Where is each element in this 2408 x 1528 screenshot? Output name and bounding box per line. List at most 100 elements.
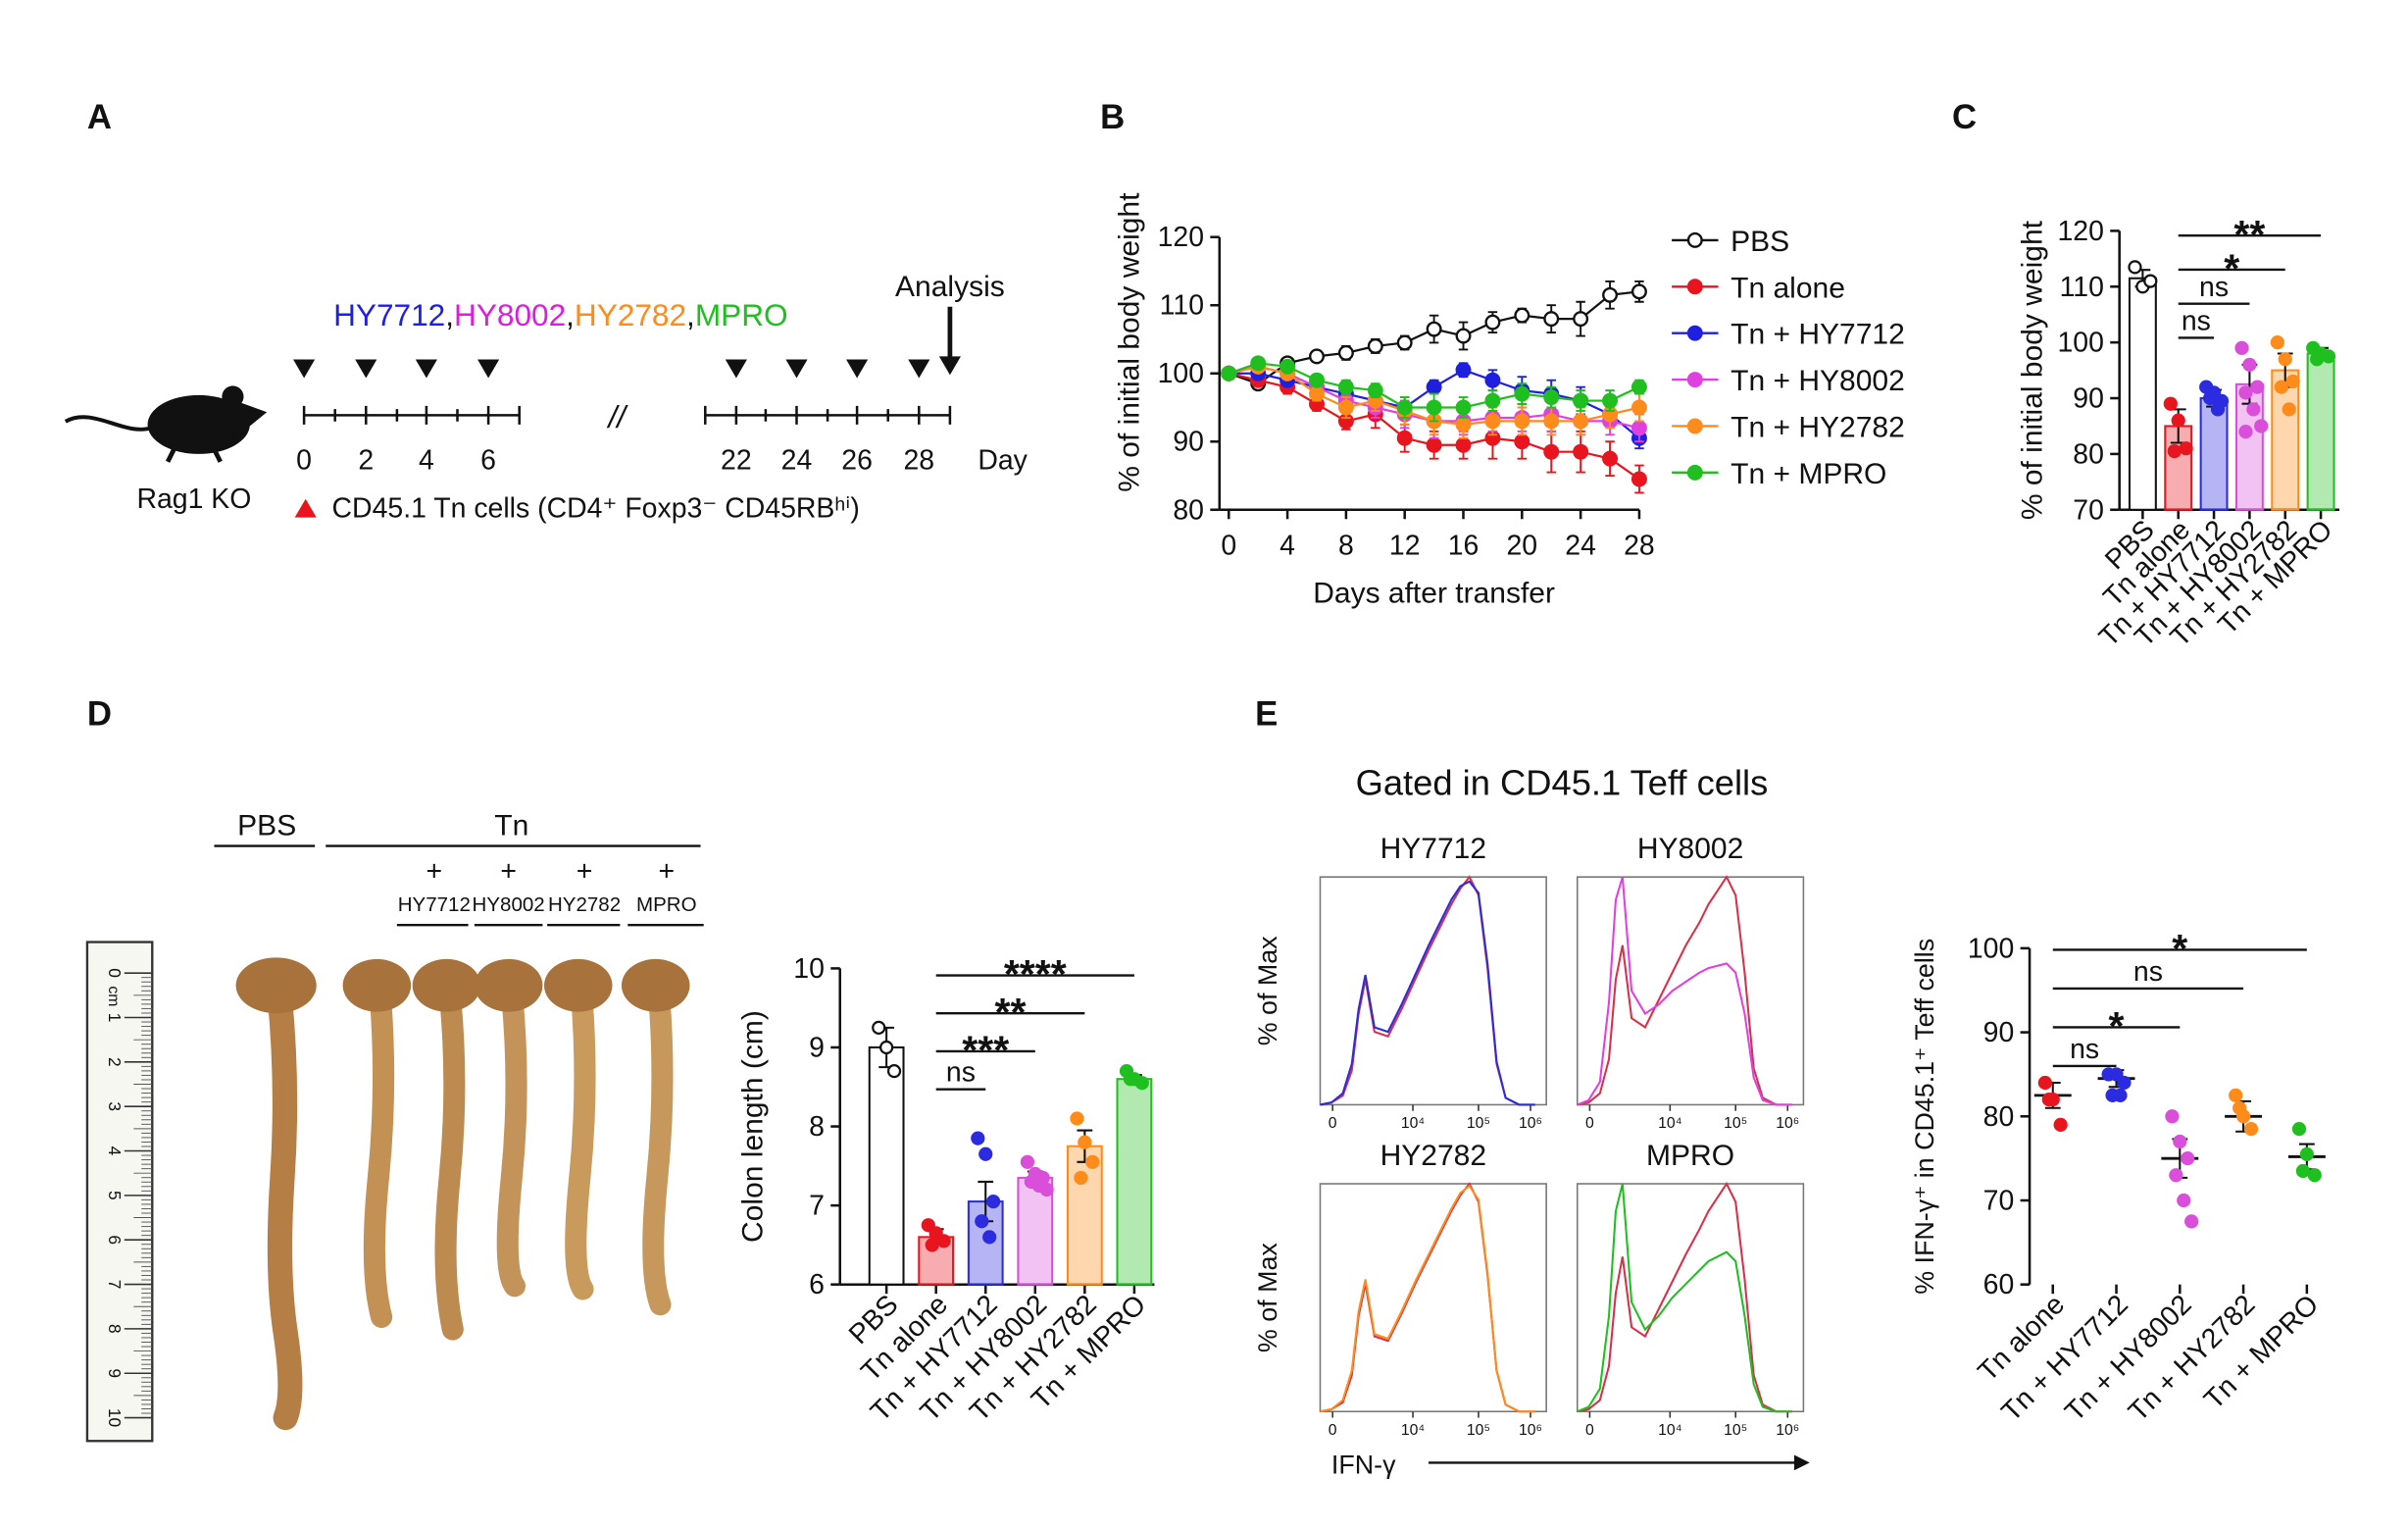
data-point (2238, 425, 2253, 439)
day-label: 4 (419, 445, 434, 477)
data-point (1514, 433, 1530, 450)
x-tick-label: 0 (1329, 1115, 1337, 1132)
ruler-label: 5 (105, 1191, 125, 1200)
data-point (1630, 399, 1647, 416)
x-tick-label: 10⁴ (1658, 1115, 1681, 1132)
data-point (2250, 380, 2265, 394)
plot-frame (1576, 1183, 1805, 1413)
series-line (1577, 1181, 1792, 1413)
panel-label: B (1100, 99, 1125, 136)
panel-label: D (87, 695, 112, 733)
ruler-unit: cm (105, 986, 122, 1006)
ruler-label: 0 (105, 968, 125, 978)
group-label: Tn (494, 810, 528, 842)
data-point (886, 1064, 902, 1079)
legend-label: PBS (1731, 226, 1789, 258)
day-label: 22 (721, 445, 752, 477)
y-axis-label: % of initial body weight (1114, 192, 1146, 492)
y-axis-label: % of Max (1253, 1243, 1282, 1352)
data-point (872, 1020, 886, 1035)
significance-label: * (2109, 1003, 2125, 1048)
data-point (1426, 436, 1442, 453)
y-tick-label: 90 (1983, 1017, 2015, 1048)
series-line (1577, 875, 1792, 1106)
histogram-title: HY7712 (1380, 833, 1486, 865)
x-tick-label: 24 (1565, 531, 1596, 562)
data-point (1630, 420, 1647, 436)
data-point (2037, 1075, 2052, 1091)
y-tick-label: 110 (2060, 272, 2104, 303)
ruler-label: 8 (105, 1324, 125, 1334)
data-point (2184, 1214, 2199, 1229)
data-point (1337, 399, 1354, 416)
data-point (2246, 402, 2261, 417)
line-chart: 80 90 100 110 120 0 4 8 12 16 20 24 28 Days after tra… (1114, 192, 1905, 610)
data-point (2179, 441, 2193, 456)
line-chart: MPRO 0 10⁴ 10⁵ 10⁶ (1576, 1140, 1805, 1439)
data-point (1455, 362, 1472, 379)
x-axis-label: Days after transfer (1313, 578, 1555, 610)
data-point (1602, 450, 1619, 467)
panel-label: E (1255, 695, 1278, 733)
data-point (936, 1234, 951, 1248)
y-tick-label: 80 (2073, 438, 2104, 470)
bar (1066, 1145, 1103, 1286)
data-point (1426, 379, 1442, 395)
analysis-arrow (938, 306, 961, 376)
data-point (1396, 430, 1413, 446)
data-point (1309, 348, 1325, 365)
series-line (1577, 876, 1792, 1106)
ruler-label: 1 (105, 1013, 125, 1023)
data-point (2282, 402, 2296, 417)
panel-label: C (1952, 99, 1977, 136)
injection-markers (293, 359, 930, 379)
data-point (1074, 1170, 1088, 1186)
data-point (2270, 335, 2284, 350)
histogram-title: HY2782 (1380, 1140, 1486, 1172)
colon-photo (235, 957, 690, 1431)
data-point (975, 1214, 989, 1229)
data-point (2299, 1146, 2314, 1161)
legend-label: Tn + MPRO (1731, 458, 1886, 490)
strain-name: HY7712 (333, 297, 445, 332)
data-point (1514, 413, 1530, 430)
data-point (1250, 355, 1267, 372)
x-tick-label: 0 (1585, 1115, 1594, 1132)
data-point (1484, 392, 1501, 409)
data-point (2210, 402, 2226, 417)
analysis-label: Analysis (895, 271, 1005, 303)
data-point (1426, 399, 1442, 416)
strain-label: MPRO (636, 893, 697, 916)
data-point (1309, 372, 1325, 388)
y-tick-label: 80 (1173, 494, 1204, 526)
data-point (1078, 1135, 1092, 1149)
data-point (2243, 1122, 2259, 1137)
x-tick-label: 10⁶ (1519, 1115, 1542, 1132)
day-label: 0 (296, 445, 312, 477)
ruler-label: 3 (105, 1101, 125, 1111)
data-point (982, 1230, 997, 1245)
legend-marker (1686, 279, 1703, 295)
data-point (1573, 392, 1589, 409)
legend-marker (1686, 418, 1703, 434)
y-tick-label: 100 (1158, 358, 1204, 389)
data-point (2128, 260, 2142, 275)
separator: , (686, 297, 695, 332)
data-point (2109, 1067, 2124, 1082)
x-tick-label: 10⁵ (1724, 1422, 1747, 1439)
data-point (1455, 399, 1472, 416)
bar (1116, 1078, 1153, 1286)
ruler-label: 9 (105, 1368, 125, 1378)
data-point (1455, 436, 1472, 453)
y-tick-label: 10 (793, 953, 825, 985)
data-point (1455, 328, 1472, 344)
data-point (1367, 382, 1383, 399)
strain-label: HY7712 (398, 893, 471, 916)
data-point (2238, 385, 2253, 400)
significance-label: ns (2199, 272, 2229, 303)
y-tick-label: 7 (809, 1191, 825, 1222)
data-point (2254, 419, 2269, 433)
data-point (2229, 1088, 2243, 1102)
